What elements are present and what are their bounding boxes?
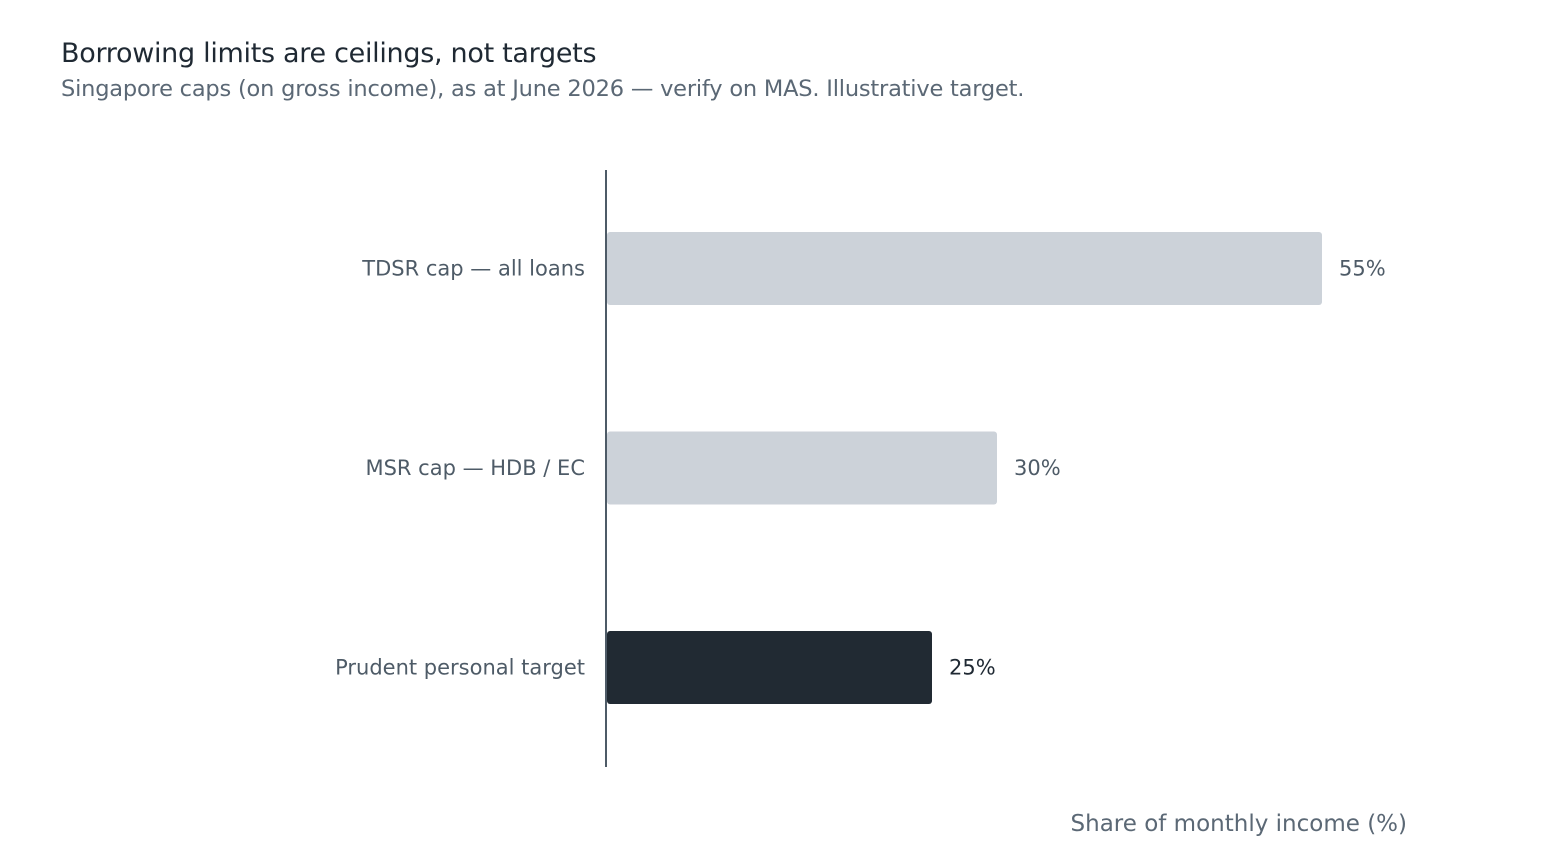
chart-subtitle: Singapore caps (on gross income), as at … [61, 76, 1025, 102]
bar-msr-cap-hdb-ec [607, 431, 997, 505]
category-label-tdsr-cap-all-loans: TDSR cap — all loans [361, 257, 585, 281]
value-label-tdsr-cap-all-loans: 55% [1339, 257, 1386, 281]
category-label-prudent-personal-target: Prudent personal target [335, 656, 585, 680]
category-label-msr-cap-hdb-ec: MSR cap — HDB / EC [365, 456, 585, 480]
chart-title: Borrowing limits are ceilings, not targe… [61, 38, 597, 69]
bar-tdsr-cap-all-loans [607, 232, 1322, 305]
x-axis-title: Share of monthly income (%) [1071, 811, 1407, 837]
value-label-prudent-personal-target: 25% [949, 656, 996, 680]
bars-group: TDSR cap — all loans 55% MSR cap — HDB / E… [335, 232, 1386, 704]
value-label-msr-cap-hdb-ec: 30% [1014, 456, 1061, 480]
bar-prudent-personal-target [607, 631, 932, 704]
